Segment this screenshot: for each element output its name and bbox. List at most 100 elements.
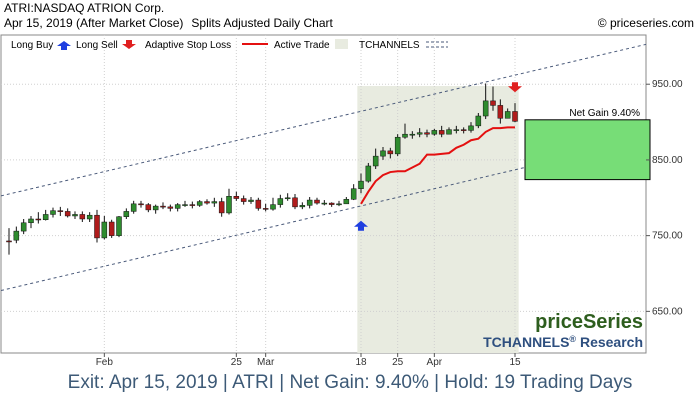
y-axis: 650.00 750.00 850.00 950.00 [646,79,683,317]
candle-up [482,100,489,117]
candle-up [306,199,313,206]
buy-arrow-icon [354,220,368,231]
candle-down [108,221,115,236]
candle-up [416,132,423,135]
candle-up [409,133,416,136]
candle-down [167,206,174,209]
candle-down [64,211,71,217]
adaptive-stop-loss-line [360,126,515,205]
chart-subtitle: Apr 15, 2019 (After Market Close) Splits … [4,16,333,30]
candle-down [460,129,467,131]
chart-title: ATRI:NASDAQ ATRION Corp. [4,1,165,15]
legend-active-trade: Active Trade [274,40,330,51]
active-trade-region [357,86,519,353]
candle-up [116,216,122,236]
candle-up [321,202,328,205]
candle-down [57,210,64,212]
y-tick-label: 850.00 [652,155,683,166]
candle-down [79,214,86,220]
research-prefix: TCHANNELS [483,334,569,350]
candle-down [262,208,269,210]
legend-long-buy: Long Buy [11,40,53,51]
chart-kind: Splits Adjusted Daily Chart [191,16,333,30]
candle-up [123,211,130,217]
candle-down [145,204,152,211]
candle-down [497,105,504,119]
candle-up [50,210,56,215]
candle-up [468,125,474,131]
candle-up [358,180,364,189]
legend-channels: TCHANNELS [359,40,420,51]
candle-down [94,214,100,239]
candles [6,83,518,255]
candle-down [512,111,518,122]
candle-up [152,205,159,211]
candle-up [182,204,188,206]
x-tick-label: Apr [427,357,443,368]
candle-up [130,203,137,212]
candle-up [20,222,27,232]
candle-up [196,201,203,206]
candle-up [72,214,78,217]
candle-up [380,150,386,157]
candle-up [446,129,452,135]
candle-up [372,155,379,167]
x-tick-label: 25 [392,357,404,368]
candle-down [424,132,430,135]
x-tick-label: Mar [257,357,275,368]
x-tick-label: 15 [509,357,521,368]
active-trade-swatch-icon [335,39,348,49]
x-axis: Feb 25 Mar 18 25 Apr 15 [96,353,521,368]
candle-up [42,214,49,220]
legend: Long Buy Long Sell Adaptive Stop Loss Ac… [11,39,448,51]
y-tick-label: 750.00 [652,231,683,242]
trade-signals [354,82,522,231]
gain-label: Net Gain 9.40% [569,108,640,119]
research-suffix: Research [576,334,643,350]
x-tick-label: 25 [231,357,243,368]
candle-down [233,196,240,199]
candle-down [204,201,210,204]
research-mark: ® [569,334,576,344]
candle-up [270,204,276,210]
x-tick-label: 18 [355,357,367,368]
y-tick-label: 950.00 [652,79,683,90]
candle-up [13,230,20,241]
candle-up [431,130,438,135]
candle-up [284,197,291,200]
candle-down [438,130,445,135]
candle-up [350,188,357,200]
channel-upper-line [0,43,647,197]
candle-down [138,203,144,206]
plot-frame [0,34,647,354]
source-credit: © priceseries.com [597,16,694,30]
legend-long-sell: Long Sell [76,40,118,51]
candle-down [292,197,298,208]
candle-down [189,204,196,206]
sell-arrow-icon [508,82,522,93]
candle-down [387,150,394,155]
x-tick-label: Feb [96,357,114,368]
candle-up [226,196,232,214]
long-sell-arrow-icon [122,40,136,49]
candle-up [453,129,460,131]
y-tick-label: 650.00 [652,306,683,317]
candle-up [343,199,350,205]
research-watermark: TCHANNELS® Research [483,334,643,350]
candle-down [314,199,320,204]
candle-up [277,198,284,205]
long-buy-arrow-icon [57,41,71,50]
candle-up [248,199,254,202]
candle-up [475,115,482,127]
candle-up [174,204,181,209]
brand-watermark: priceSeries [535,311,643,333]
candle-up [402,133,408,138]
candle-down [218,201,225,214]
trade-summary-footer: Exit: Apr 15, 2019 | ATRI | Net Gain: 9.… [67,372,633,393]
candle-up [86,214,93,220]
candle-up [365,165,372,182]
candle-up [101,221,108,239]
date-status: Apr 15, 2019 (After Market Close) [4,16,184,30]
candle-up [211,201,218,204]
